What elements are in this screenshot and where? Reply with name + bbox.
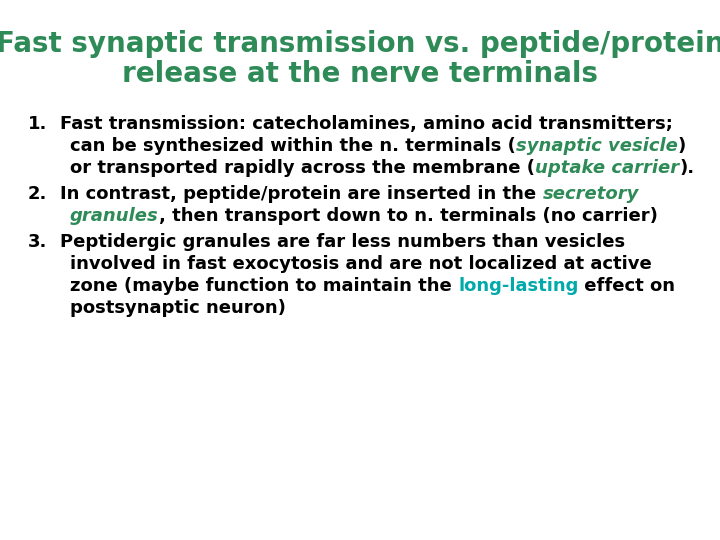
Text: Fast synaptic transmission vs. peptide/protein: Fast synaptic transmission vs. peptide/p…: [0, 30, 720, 58]
Text: granules: granules: [70, 207, 158, 225]
Text: uptake carrier: uptake carrier: [535, 159, 679, 177]
Text: effect on: effect on: [578, 277, 675, 295]
Text: release at the nerve terminals: release at the nerve terminals: [122, 60, 598, 88]
Text: ): ): [678, 137, 686, 155]
Text: 2.: 2.: [28, 185, 48, 203]
Text: involved in fast exocytosis and are not localized at active: involved in fast exocytosis and are not …: [70, 255, 652, 273]
Text: zone (maybe function to maintain the: zone (maybe function to maintain the: [70, 277, 458, 295]
Text: postsynaptic neuron): postsynaptic neuron): [70, 299, 286, 317]
Text: can be synthesized within the n. terminals (: can be synthesized within the n. termina…: [70, 137, 516, 155]
Text: ).: ).: [679, 159, 694, 177]
Text: secretory: secretory: [542, 185, 639, 203]
Text: 3.: 3.: [28, 233, 48, 251]
Text: long-lasting: long-lasting: [458, 277, 578, 295]
Text: synaptic vesicle: synaptic vesicle: [516, 137, 678, 155]
Text: or transported rapidly across the membrane (: or transported rapidly across the membra…: [70, 159, 535, 177]
Text: , then transport down to n. terminals (no carrier): , then transport down to n. terminals (n…: [158, 207, 657, 225]
Text: In contrast, peptide/protein are inserted in the: In contrast, peptide/protein are inserte…: [60, 185, 542, 203]
Text: Peptidergic granules are far less numbers than vesicles: Peptidergic granules are far less number…: [60, 233, 625, 251]
Text: 1.: 1.: [28, 115, 48, 133]
Text: Fast transmission: catecholamines, amino acid transmitters;: Fast transmission: catecholamines, amino…: [60, 115, 673, 133]
